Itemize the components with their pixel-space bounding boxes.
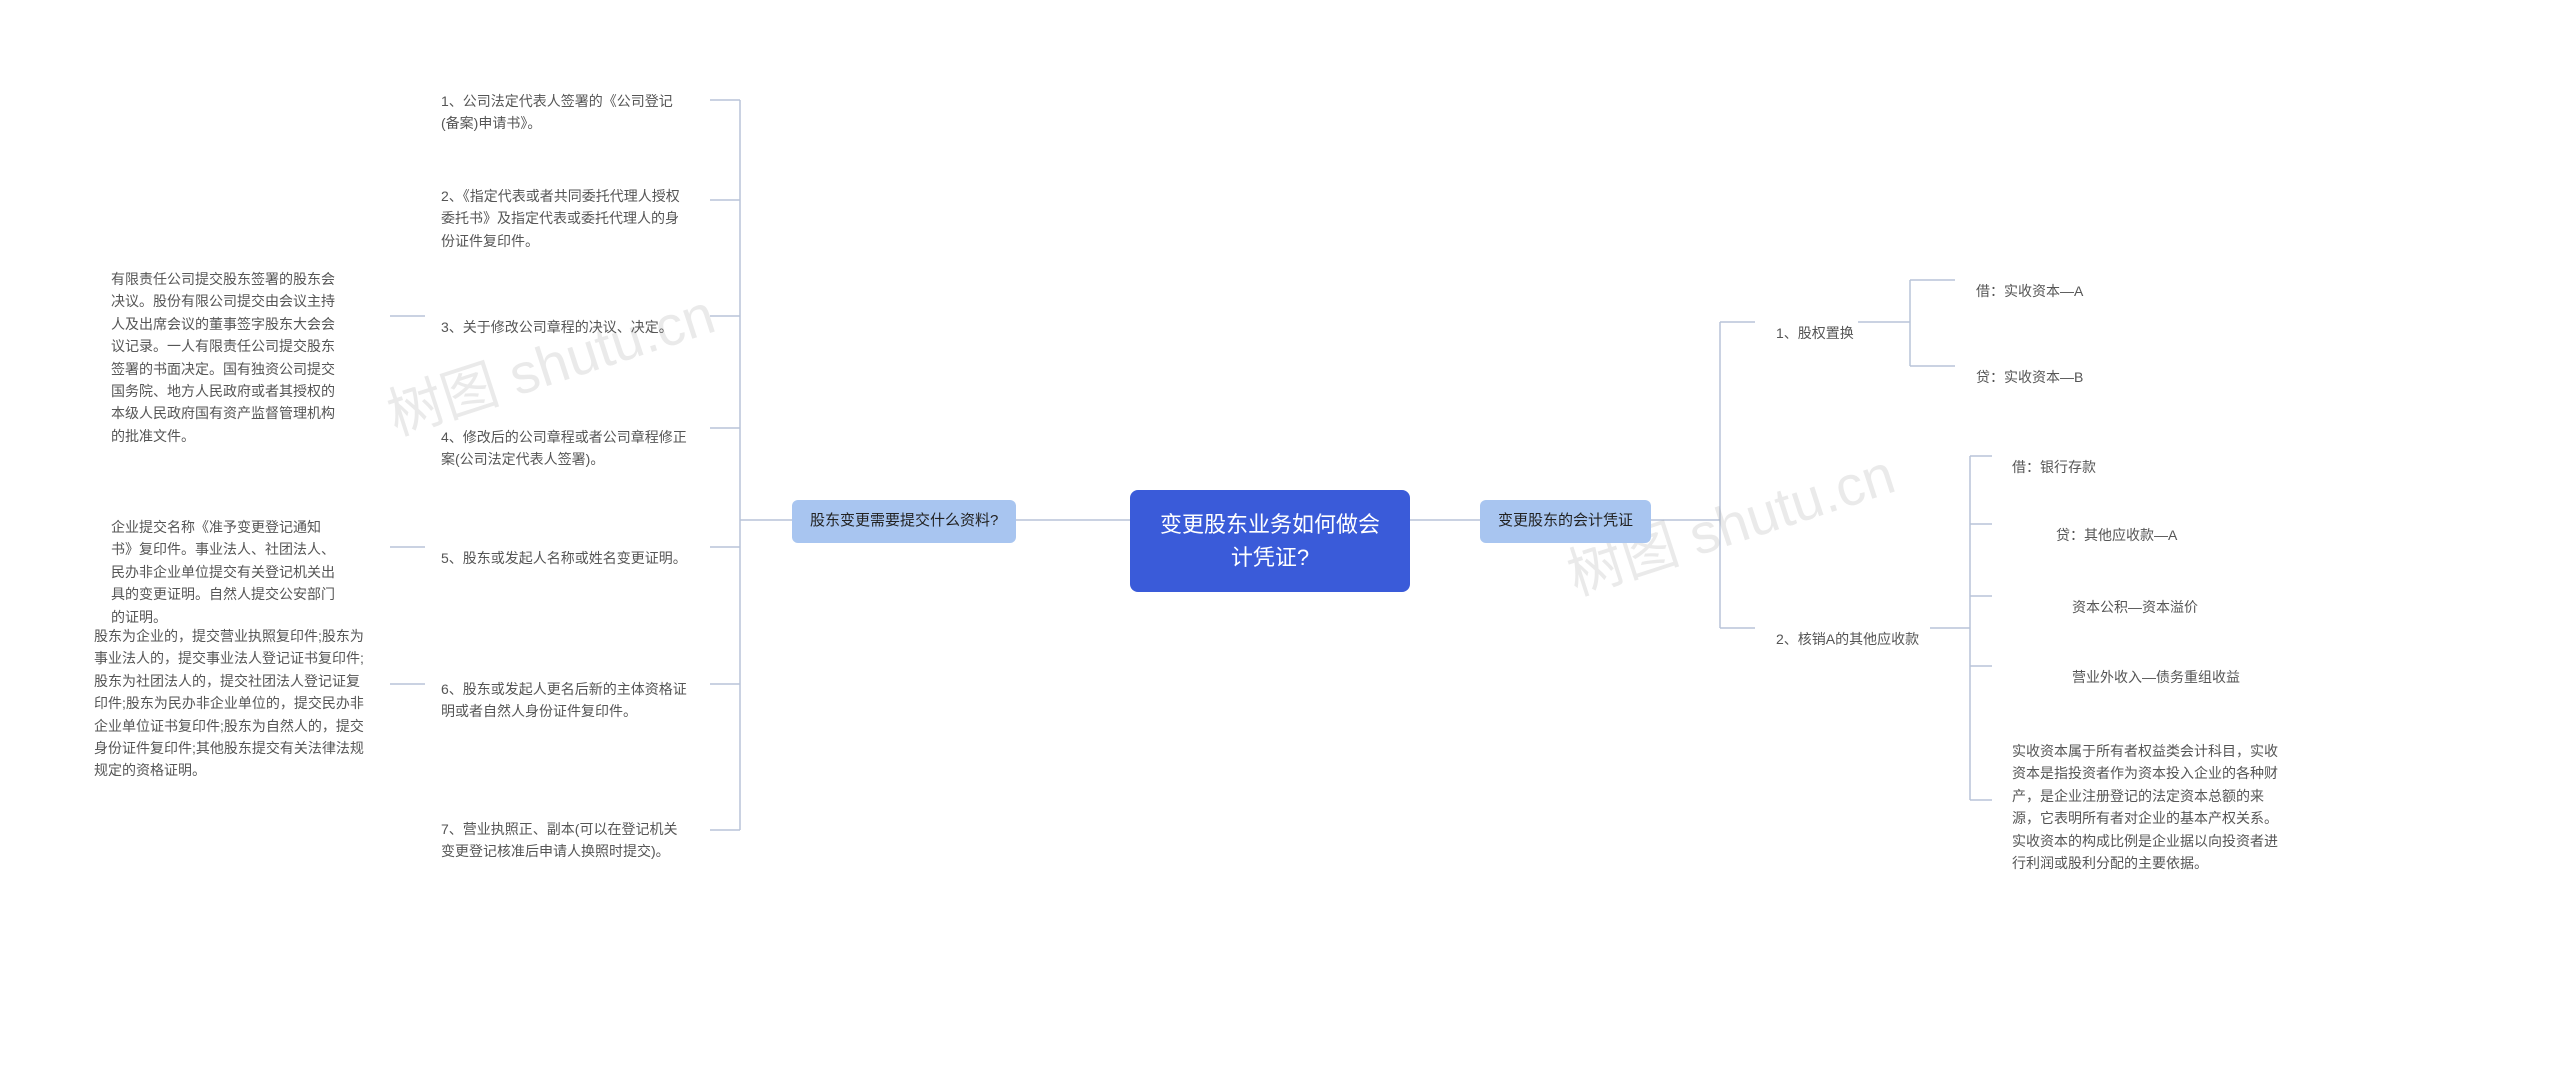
left-child-3-sub[interactable]: 有限责任公司提交股东签署的股东会决议。股份有限公司提交由会议主持人及出席会议的董… [95,258,355,457]
left-child-1[interactable]: 1、公司法定代表人签署的《公司登记(备案)申请书》。 [425,80,705,145]
left-child-5[interactable]: 5、股东或发起人名称或姓名变更证明。 [425,537,705,579]
right-child-1-sub-1[interactable]: 借：实收资本—A [1960,270,2099,312]
right-child-1-text: 1、股权置换 [1776,325,1854,341]
right-child-2-sub-4-text: 营业外收入—债务重组收益 [2072,669,2240,685]
left-child-6-sub-text: 股东为企业的，提交营业执照复印件;股东为事业法人的，提交事业法人登记证书复印件;… [94,628,364,778]
right-child-2-sub-3[interactable]: 资本公积—资本溢价 [2056,586,2214,628]
right-branch-text: 变更股东的会计凭证 [1498,512,1633,529]
left-branch-text: 股东变更需要提交什么资料? [810,512,998,529]
right-child-2-sub-2[interactable]: 贷：其他应收款—A [2040,514,2193,556]
left-child-3-sub-text: 有限责任公司提交股东签署的股东会决议。股份有限公司提交由会议主持人及出席会议的董… [111,271,335,444]
right-child-2-sub-1[interactable]: 借：银行存款 [1996,446,2112,488]
root-text: 变更股东业务如何做会计凭证? [1160,512,1380,570]
left-child-3-text: 3、关于修改公司章程的决议、决定。 [441,319,673,335]
right-child-1[interactable]: 1、股权置换 [1760,312,1870,354]
left-child-6-text: 6、股东或发起人更名后新的主体资格证明或者自然人身份证件复印件。 [441,681,687,719]
left-child-5-text: 5、股东或发起人名称或姓名变更证明。 [441,550,687,566]
right-child-1-sub-2-text: 贷：实收资本—B [1976,369,2083,385]
left-child-4-text: 4、修改后的公司章程或者公司章程修正案(公司法定代表人签署)。 [441,429,687,467]
right-child-2-sub-2-text: 贷：其他应收款—A [2056,527,2177,543]
left-child-7-text: 7、营业执照正、副本(可以在登记机关变更登记核准后申请人换照时提交)。 [441,821,677,859]
left-child-2-text: 2、《指定代表或者共同委托代理人授权委托书》及指定代表或委托代理人的身份证件复印… [441,188,680,249]
right-child-2-text: 2、核销A的其他应收款 [1776,631,1919,647]
left-child-1-text: 1、公司法定代表人签署的《公司登记(备案)申请书》。 [441,93,673,131]
left-child-2[interactable]: 2、《指定代表或者共同委托代理人授权委托书》及指定代表或委托代理人的身份证件复印… [425,175,705,262]
right-child-2-sub-5[interactable]: 实收资本属于所有者权益类会计科目，实收资本是指投资者作为资本投入企业的各种财产，… [1996,730,2296,884]
left-branch-label[interactable]: 股东变更需要提交什么资料? [792,500,1016,543]
left-child-5-sub-text: 企业提交名称《准予变更登记通知书》复印件。事业法人、社团法人、民办非企业单位提交… [111,519,335,625]
right-child-1-sub-1-text: 借：实收资本—A [1976,283,2083,299]
right-child-1-sub-2[interactable]: 贷：实收资本—B [1960,356,2099,398]
right-child-2-sub-5-text: 实收资本属于所有者权益类会计科目，实收资本是指投资者作为资本投入企业的各种财产，… [2012,743,2278,871]
left-child-6[interactable]: 6、股东或发起人更名后新的主体资格证明或者自然人身份证件复印件。 [425,668,705,733]
right-child-2[interactable]: 2、核销A的其他应收款 [1760,618,1935,660]
right-child-2-sub-4[interactable]: 营业外收入—债务重组收益 [2056,656,2256,698]
right-child-2-sub-1-text: 借：银行存款 [2012,459,2096,475]
left-child-4[interactable]: 4、修改后的公司章程或者公司章程修正案(公司法定代表人签署)。 [425,416,705,481]
left-child-3[interactable]: 3、关于修改公司章程的决议、决定。 [425,306,705,348]
left-child-7[interactable]: 7、营业执照正、副本(可以在登记机关变更登记核准后申请人换照时提交)。 [425,808,705,873]
left-child-6-sub[interactable]: 股东为企业的，提交营业执照复印件;股东为事业法人的，提交事业法人登记证书复印件;… [78,615,388,792]
right-branch-label[interactable]: 变更股东的会计凭证 [1480,500,1651,543]
right-child-2-sub-3-text: 资本公积—资本溢价 [2072,599,2198,615]
root-node[interactable]: 变更股东业务如何做会计凭证? [1130,490,1410,592]
